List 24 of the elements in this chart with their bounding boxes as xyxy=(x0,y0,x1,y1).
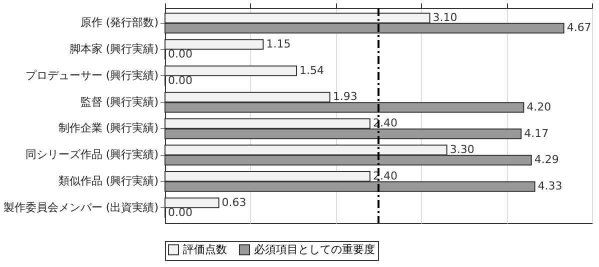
data-label: 4.33 xyxy=(538,180,562,193)
legend-label: 必須項目としての重要度 xyxy=(254,242,375,256)
data-label: 0.00 xyxy=(168,206,192,219)
data-label: 0.63 xyxy=(222,196,246,209)
y-tick-label: 類似作品 (興行実績) xyxy=(58,174,158,188)
y-tick-label: プロデューサー (興行実績) xyxy=(25,68,158,82)
data-label: 3.10 xyxy=(432,11,458,24)
data-label: 1.93 xyxy=(332,90,358,104)
data-label: 1.54 xyxy=(300,64,324,77)
data-label: 0.00 xyxy=(168,48,192,61)
y-tick-label: 製作委員会メンバー (出資実績) xyxy=(3,200,158,214)
data-label: 4.29 xyxy=(534,153,559,166)
legend-label: 評価点数 xyxy=(183,242,227,256)
y-tick-label: 監督 (興行実績) xyxy=(80,95,158,108)
data-label: 4.20 xyxy=(526,100,552,114)
data-label: 4.17 xyxy=(524,126,549,140)
y-tick-label: 同シリーズ作品 (興行実績) xyxy=(25,148,158,162)
data-label: 1.15 xyxy=(266,37,291,50)
data-label: 4.67 xyxy=(566,21,592,34)
y-tick-label: 制作企業 (興行実績) xyxy=(58,122,158,135)
data-label: 3.30 xyxy=(450,142,474,156)
y-tick-label: 原作 (発行部数) xyxy=(80,16,158,30)
data-label: 0.00 xyxy=(168,74,192,88)
y-tick-label: 脚本家 (興行実績) xyxy=(69,42,158,56)
